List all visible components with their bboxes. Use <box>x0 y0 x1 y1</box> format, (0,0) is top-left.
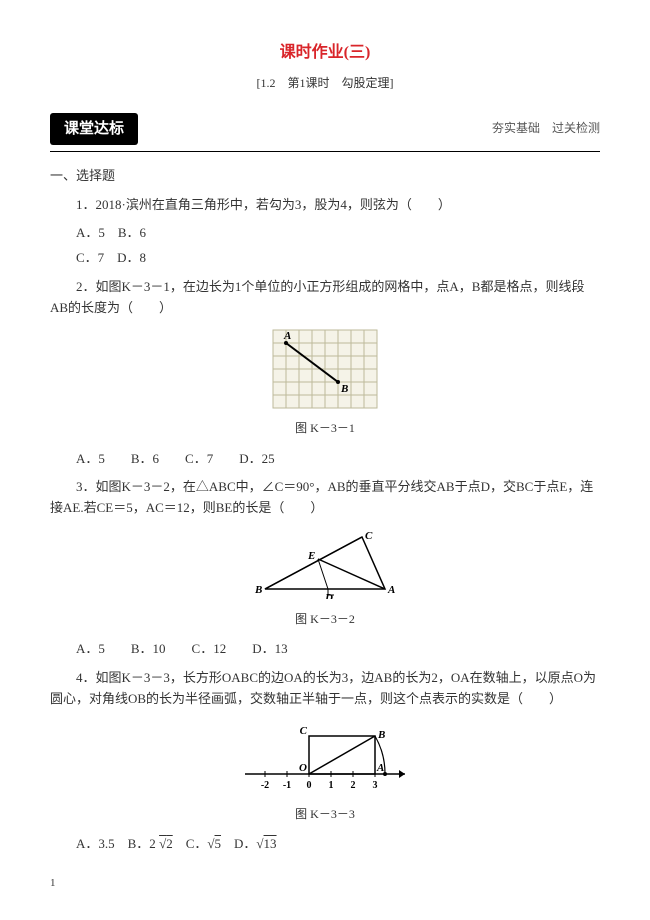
question-4-opts: A．3.5 B．2 √2 C．√5 D．√13 <box>50 834 600 855</box>
svg-text:1: 1 <box>329 780 334 791</box>
page-number: 1 <box>50 875 600 893</box>
svg-text:2: 2 <box>351 780 356 791</box>
svg-text:B: B <box>377 729 385 741</box>
question-4-text: 4．如图K－3－3，长方形OABC的边OA的长为3，边AB的长为2，OA在数轴上… <box>50 670 596 706</box>
figure-1-wrap: AB <box>50 329 600 416</box>
svg-text:-1: -1 <box>283 780 291 791</box>
svg-text:0: 0 <box>307 780 312 791</box>
figure-2: B A C D E <box>250 529 400 599</box>
radical-5: √5 <box>207 836 221 851</box>
svg-text:B: B <box>254 584 262 596</box>
svg-text:3: 3 <box>373 780 378 791</box>
figure-1-caption: 图 K－3－1 <box>50 419 600 438</box>
svg-text:D: D <box>324 592 333 599</box>
figure-1: AB <box>272 329 378 409</box>
question-1-opts-b: C．7 D．8 <box>50 248 600 269</box>
question-3-text: 3．如图K－3－2，在△ABC中，∠C＝90°，AB的垂直平分线交AB于点D，交… <box>50 479 593 515</box>
radical-2: √2 <box>159 836 173 851</box>
figure-2-caption: 图 K－3－2 <box>50 610 600 629</box>
svg-text:C: C <box>300 725 308 737</box>
svg-text:O: O <box>299 762 307 774</box>
page-title: 课时作业(三) <box>50 40 600 66</box>
svg-text:E: E <box>307 550 315 562</box>
svg-text:A: A <box>376 762 384 774</box>
question-1-opts-a: A．5 B．6 <box>50 223 600 244</box>
section-heading: 一、选择题 <box>50 166 600 187</box>
question-2: 2．如图K－3－1，在边长为1个单位的小正方形组成的网格中，点A，B都是格点，则… <box>50 277 600 319</box>
divider <box>50 151 600 152</box>
svg-text:B: B <box>340 383 348 395</box>
radical-13: √13 <box>256 836 276 851</box>
q4-opt-prefix: A．3.5 B．2 <box>76 836 159 851</box>
section-banner-right: 夯实基础 过关检测 <box>492 119 600 138</box>
svg-text:C: C <box>365 530 373 542</box>
page-subtitle: [1.2 第1课时 勾股定理] <box>50 74 600 93</box>
question-2-text: 2．如图K－3－1，在边长为1个单位的小正方形组成的网格中，点A，B都是格点，则… <box>50 279 584 315</box>
question-1: 1．2018·滨州在直角三角形中，若勾为3，股为4，则弦为（ ） <box>50 195 600 216</box>
figure-3-caption: 图 K－3－3 <box>50 805 600 824</box>
question-3-opts: A．5 B．10 C．12 D．13 <box>50 639 600 660</box>
figure-3-wrap: -2 -1 0 1 2 3 O A B C <box>50 719 600 801</box>
section-banner-row: 课堂达标 夯实基础 过关检测 <box>50 113 600 145</box>
svg-text:A: A <box>283 330 291 342</box>
section-banner: 课堂达标 <box>50 113 138 145</box>
svg-text:-2: -2 <box>261 780 269 791</box>
question-2-opts: A．5 B．6 C．7 D．25 <box>50 449 600 470</box>
q4-opt-mid: C． <box>173 836 208 851</box>
q4-opt-mid2: D． <box>221 836 256 851</box>
question-4: 4．如图K－3－3，长方形OABC的边OA的长为3，边AB的长为2，OA在数轴上… <box>50 668 600 710</box>
figure-2-wrap: B A C D E <box>50 529 600 606</box>
svg-text:A: A <box>387 584 395 596</box>
figure-3: -2 -1 0 1 2 3 O A B C <box>240 719 410 794</box>
question-3: 3．如图K－3－2，在△ABC中，∠C＝90°，AB的垂直平分线交AB于点D，交… <box>50 477 600 519</box>
